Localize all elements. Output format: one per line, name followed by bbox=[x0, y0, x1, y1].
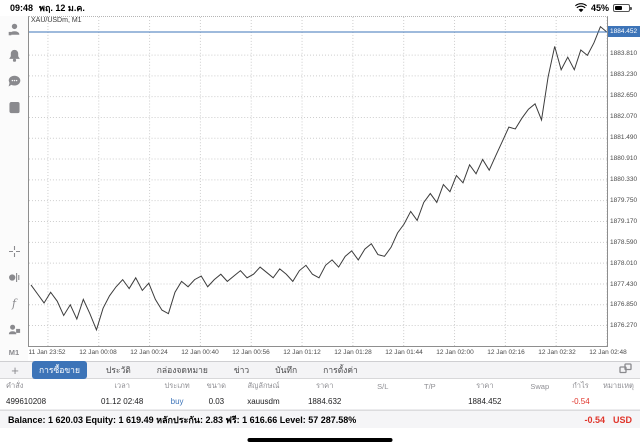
crosshair-icon[interactable] bbox=[7, 244, 21, 258]
price-axis-label: 1878.010 bbox=[610, 259, 638, 267]
account-icon[interactable] bbox=[7, 22, 21, 36]
profit-currency: USD bbox=[612, 414, 632, 425]
account-summary: Balance: 1 620.03 Equity: 1 619.49 หลักป… bbox=[8, 414, 357, 425]
status-bar: 09:48 พฤ. 12 ม.ค. 45% bbox=[0, 0, 640, 16]
order-symbol: xauusdm bbox=[247, 396, 280, 406]
trade-row[interactable]: 499610208 01.12 02:48 buy 0.03 xauusdm 1… bbox=[0, 393, 640, 410]
col-type: ประเภท bbox=[164, 381, 190, 390]
tab-trade[interactable]: การซื้อขาย bbox=[32, 361, 87, 379]
timeframe-button[interactable]: M1 bbox=[8, 348, 20, 357]
trade-table-header: คำสั่ง เวลา ประเภท ขนาด สัญลักษณ์ ราคา S… bbox=[0, 379, 640, 393]
col-order: คำสั่ง bbox=[6, 381, 24, 390]
chat-icon[interactable] bbox=[7, 74, 21, 88]
order-id: 499610208 bbox=[6, 396, 47, 406]
col-swap: Swap bbox=[530, 381, 550, 391]
price-axis-label: 1882.650 bbox=[610, 92, 638, 100]
col-sl: S/L bbox=[377, 381, 389, 391]
order-open-price: 1884.632 bbox=[307, 396, 342, 406]
battery-percent: 45% bbox=[590, 3, 609, 13]
price-axis[interactable]: 1884.452 1883.810 1883.230 1882.650 1882.07… bbox=[608, 16, 640, 347]
floating-profit: -0.54 bbox=[584, 414, 605, 425]
col-profit: กำไร bbox=[572, 381, 589, 390]
current-price-badge: 1884.452 bbox=[608, 25, 640, 37]
price-axis-label: 1883.230 bbox=[610, 71, 638, 79]
order-size: 0.03 bbox=[208, 396, 225, 406]
price-axis-label: 1877.430 bbox=[610, 280, 638, 288]
tab-list: การซื้อขาย ประวัติ กล่องจดหมาย ข่าว บันท… bbox=[32, 361, 609, 379]
chart-symbol-title: XAU/USDm, M1 bbox=[31, 17, 82, 24]
price-axis-label: 1879.750 bbox=[610, 196, 638, 204]
home-indicator[interactable] bbox=[247, 437, 393, 442]
price-axis-label: 1880.910 bbox=[610, 154, 638, 162]
col-comment: หมายเหตุ bbox=[603, 381, 634, 390]
time-axis-label: 12 Jan 00:24 bbox=[130, 349, 168, 356]
clock-time: 09:48 bbox=[10, 3, 34, 13]
col-open-price: ราคา bbox=[315, 381, 334, 390]
trade-volume-icon[interactable] bbox=[7, 322, 21, 336]
status-date: พฤ. 12 ม.ค. bbox=[39, 3, 85, 13]
time-axis-label: 12 Jan 00:08 bbox=[79, 349, 117, 356]
time-axis[interactable]: 11 Jan 23:52 12 Jan 00:08 12 Jan 00:24 12 J… bbox=[28, 347, 640, 361]
time-axis-label: 12 Jan 00:56 bbox=[232, 349, 270, 356]
battery-icon bbox=[613, 4, 632, 12]
time-axis-label: 12 Jan 01:28 bbox=[334, 349, 372, 356]
tab-history[interactable]: ประวัติ bbox=[105, 365, 131, 375]
price-axis-label: 1876.270 bbox=[610, 322, 638, 330]
time-axis-label: 12 Jan 02:48 bbox=[589, 349, 627, 356]
price-axis-label: 1879.170 bbox=[610, 217, 638, 225]
order-current-price: 1884.452 bbox=[468, 396, 502, 406]
time-axis-label: 12 Jan 02:32 bbox=[538, 349, 576, 356]
indicators-icon[interactable]: f bbox=[11, 296, 17, 310]
time-axis-label: 12 Jan 00:40 bbox=[181, 349, 219, 356]
time-axis-label: 12 Jan 02:00 bbox=[436, 349, 474, 356]
home-area bbox=[0, 428, 640, 447]
price-axis-label: 1881.490 bbox=[610, 134, 638, 141]
price-axis-label: 1876.850 bbox=[610, 301, 638, 309]
add-order-button[interactable]: + bbox=[11, 362, 19, 378]
line-chart-canvas[interactable] bbox=[29, 17, 607, 346]
wifi-icon bbox=[575, 2, 587, 13]
price-axis-label: 1878.590 bbox=[610, 238, 638, 246]
notifications-icon[interactable] bbox=[7, 48, 21, 62]
objects-icon[interactable] bbox=[7, 270, 21, 284]
order-time: 01.12 02:48 bbox=[101, 396, 144, 406]
account-summary-bar: Balance: 1 620.03 Equity: 1 619.49 หลักป… bbox=[0, 410, 640, 428]
tab-news[interactable]: ข่าว bbox=[233, 365, 250, 375]
time-axis-label: 12 Jan 02:16 bbox=[487, 349, 525, 356]
chart-toolbar: f M1 bbox=[0, 16, 28, 361]
tab-mailbox[interactable]: กล่องจดหมาย bbox=[156, 365, 208, 375]
order-profit: -0.54 bbox=[571, 396, 590, 406]
window-layout-icon[interactable] bbox=[619, 361, 632, 379]
price-axis-label: 1883.810 bbox=[610, 50, 638, 58]
price-chart[interactable] bbox=[28, 16, 608, 347]
chart-area: XAU/USDm, M1 1884.452 1883.810 1883.230 18… bbox=[28, 16, 640, 347]
col-symbol: สัญลักษณ์ bbox=[247, 381, 280, 390]
order-type: buy bbox=[170, 396, 184, 406]
col-size: ขนาด bbox=[206, 381, 227, 390]
tab-settings[interactable]: การตั้งค่า bbox=[323, 365, 358, 375]
col-time: เวลา bbox=[114, 381, 130, 390]
time-axis-label: 12 Jan 01:12 bbox=[283, 349, 321, 356]
time-axis-label: 12 Jan 01:44 bbox=[385, 349, 423, 356]
price-axis-label: 1882.070 bbox=[610, 113, 638, 121]
col-tp: T/P bbox=[424, 381, 436, 391]
price-axis-label: 1880.330 bbox=[610, 175, 638, 183]
new-order-icon[interactable] bbox=[7, 100, 21, 114]
col-price: ราคา bbox=[476, 381, 494, 390]
bottom-tab-bar: + การซื้อขาย ประวัติ กล่องจดหมาย ข่าว บั… bbox=[0, 361, 640, 379]
time-axis-label: 11 Jan 23:52 bbox=[28, 349, 66, 356]
tab-journal[interactable]: บันทึก bbox=[275, 365, 298, 375]
